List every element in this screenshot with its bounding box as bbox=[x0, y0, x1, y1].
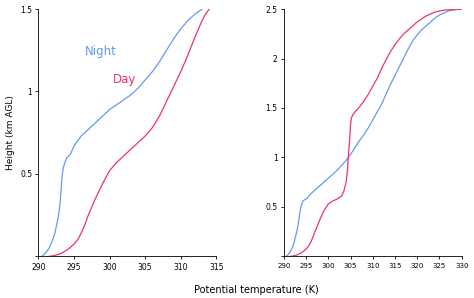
Text: Potential temperature (K): Potential temperature (K) bbox=[193, 285, 319, 295]
Text: Night: Night bbox=[85, 45, 117, 58]
Text: Day: Day bbox=[113, 73, 137, 86]
Y-axis label: Height (km AGL): Height (km AGL) bbox=[6, 95, 15, 170]
